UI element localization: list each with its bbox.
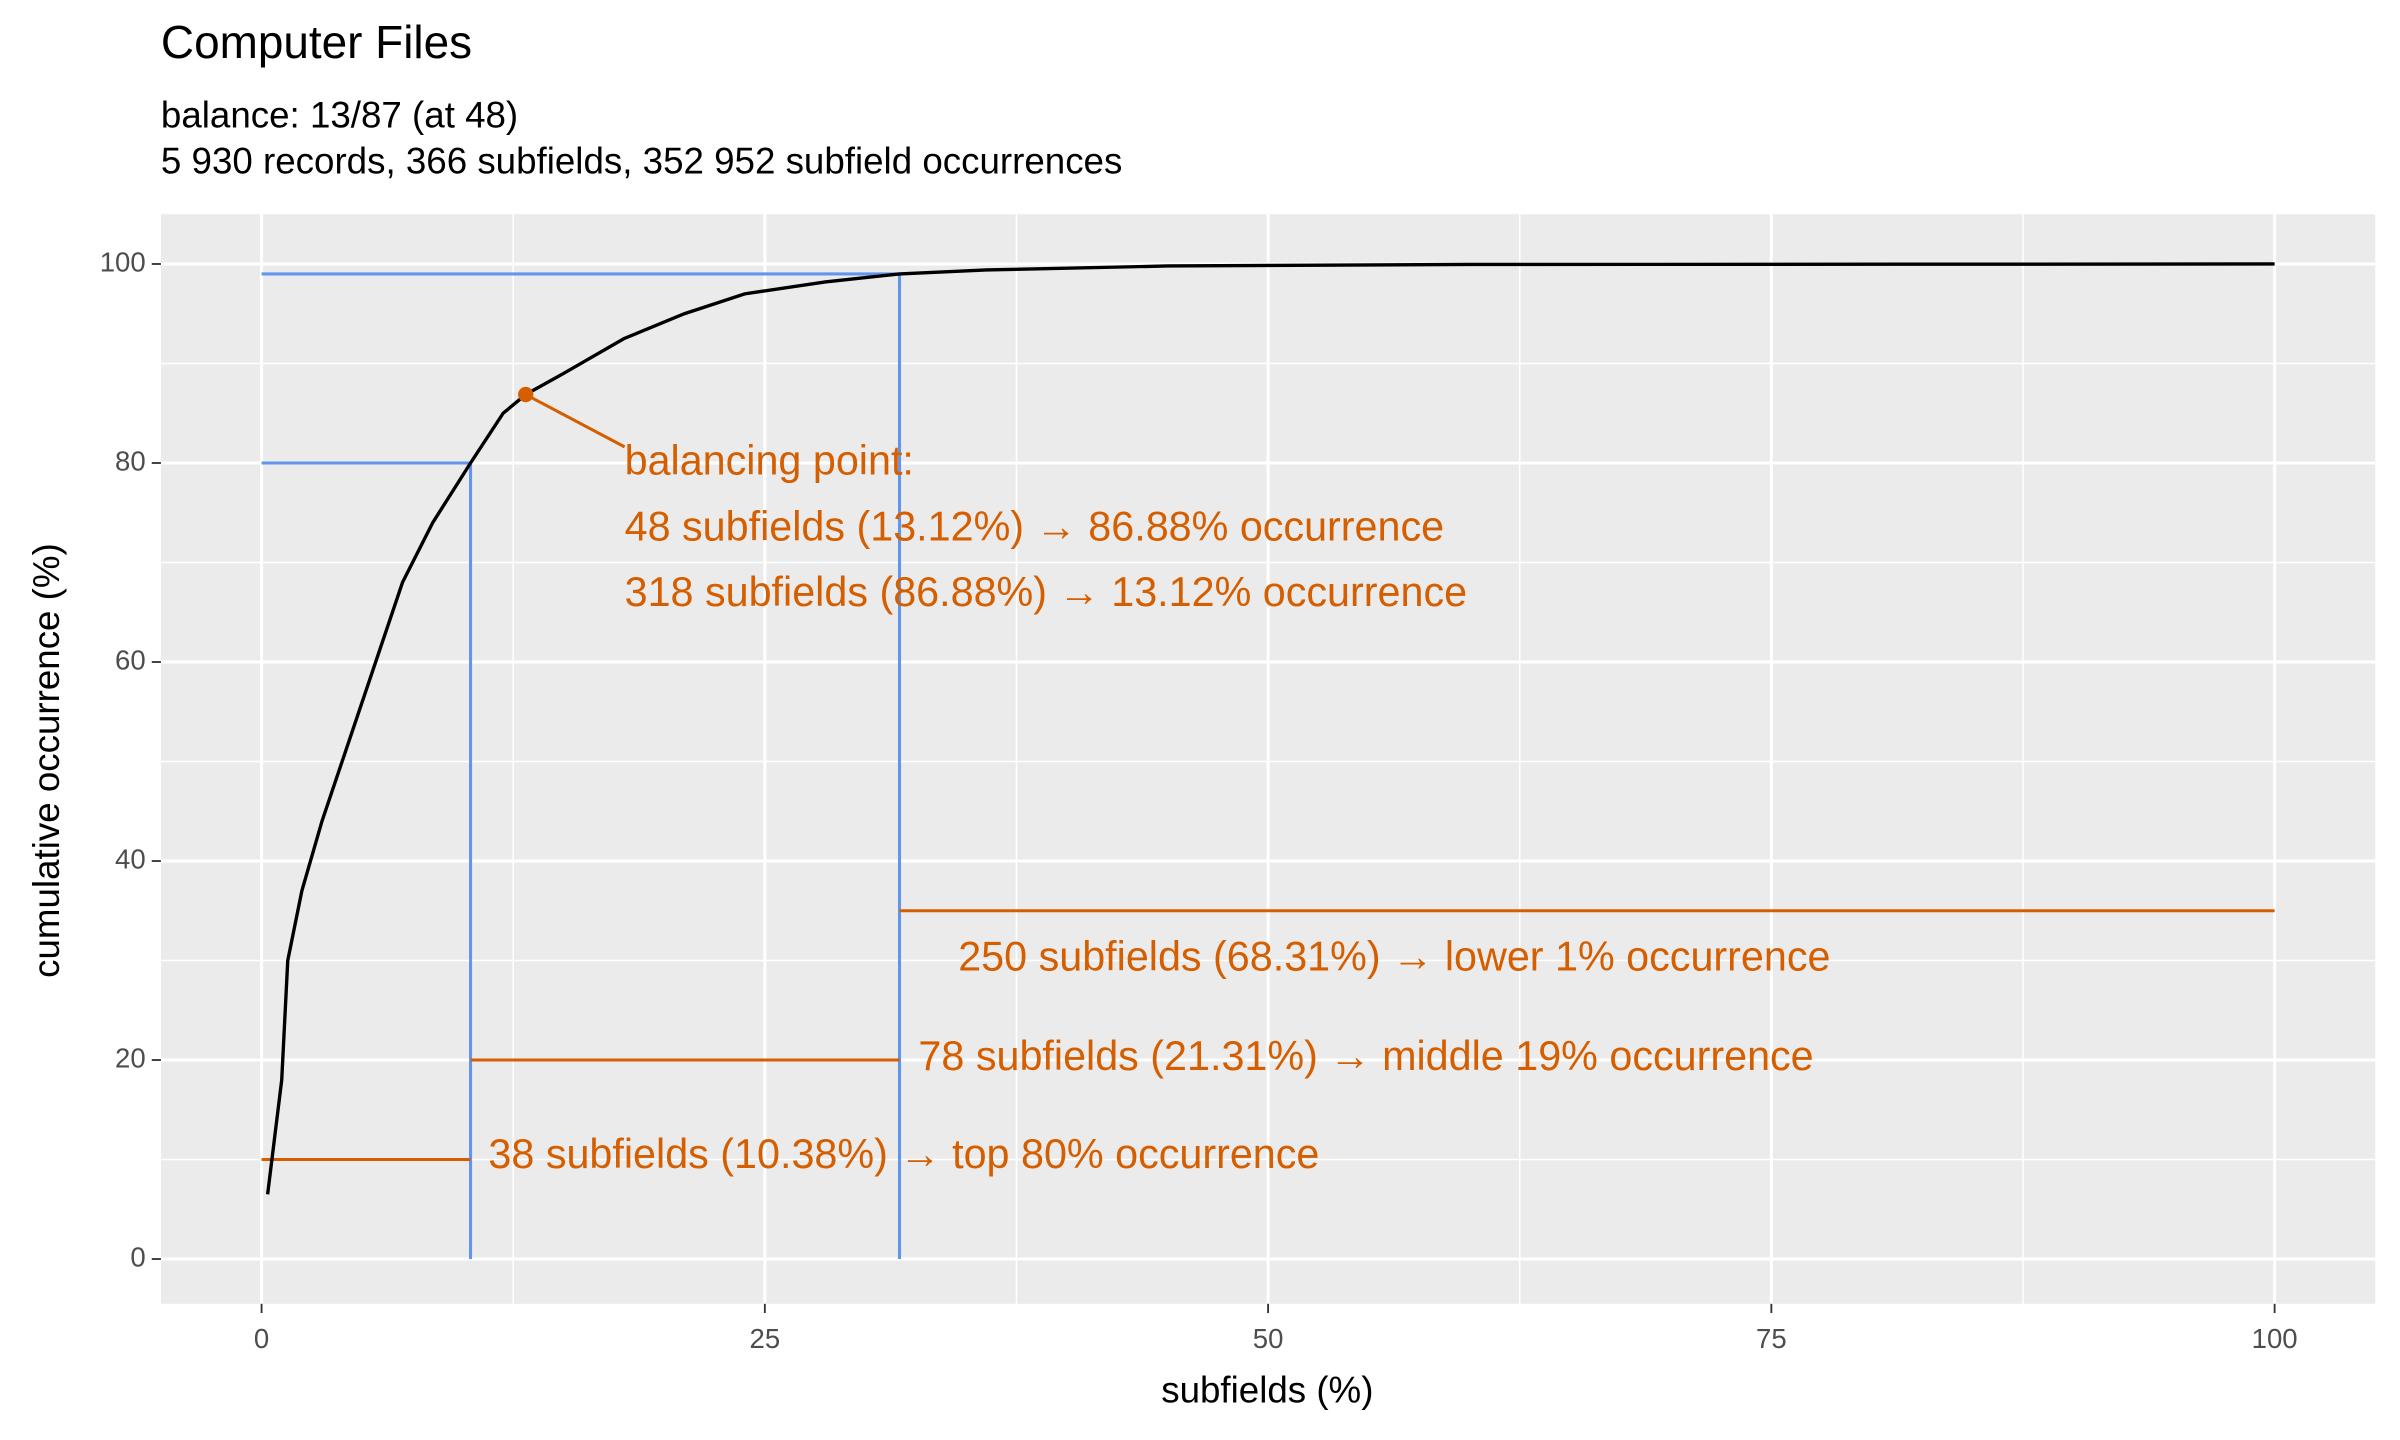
x-tick-label: 0 — [254, 1323, 269, 1354]
x-tick-label: 100 — [2252, 1323, 2298, 1354]
chart-subtitle: balance: 13/87 (at 48) — [161, 95, 518, 136]
balance-label: 318 subfields (86.88%) → 13.12% occurren… — [625, 569, 1467, 615]
chart-subtitle: 5 930 records, 366 subfields, 352 952 su… — [161, 140, 1122, 181]
x-tick-label: 75 — [1756, 1323, 1787, 1354]
annotation: 250 subfields (68.31%) → lower 1% occurr… — [958, 933, 1830, 979]
balance-label: 48 subfields (13.12%) → 86.88% occurrenc… — [625, 503, 1445, 549]
y-tick-label: 0 — [130, 1241, 145, 1272]
x-tick-label: 25 — [750, 1323, 781, 1354]
annotation: 78 subfields (21.31%) → middle 19% occur… — [918, 1033, 1813, 1079]
balance-point — [518, 386, 534, 403]
balance-label: balancing point: — [625, 438, 914, 484]
y-tick-label: 40 — [115, 843, 146, 874]
x-tick-label: 50 — [1253, 1323, 1284, 1354]
y-tick-label: 80 — [115, 445, 146, 476]
y-tick-label: 100 — [100, 246, 146, 277]
annotation: 38 subfields (10.38%) → top 80% occurren… — [488, 1131, 1319, 1177]
y-tick-label: 60 — [115, 644, 146, 675]
chart-title: Computer Files — [161, 16, 472, 68]
y-axis-title: cumulative occurrence (%) — [26, 543, 67, 978]
leader-line — [524, 393, 626, 449]
y-tick-label: 20 — [115, 1042, 146, 1073]
x-axis-title: subfields (%) — [1161, 1369, 1373, 1410]
